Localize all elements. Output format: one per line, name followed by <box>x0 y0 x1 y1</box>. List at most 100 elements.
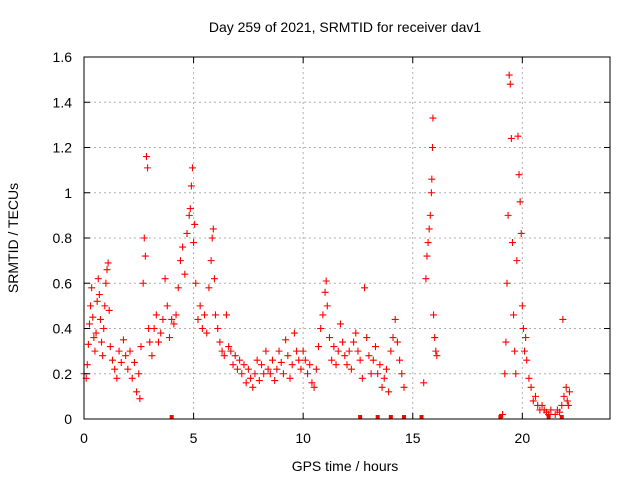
x-tick-label: 5 <box>190 430 198 446</box>
data-point <box>334 347 342 355</box>
zero-marker <box>419 415 424 419</box>
data-point <box>352 329 360 337</box>
data-point <box>170 320 178 328</box>
data-point <box>174 284 182 292</box>
data-point <box>356 356 364 364</box>
data-point <box>122 352 130 360</box>
data-point <box>106 343 114 351</box>
data-point <box>88 284 96 292</box>
data-point <box>304 370 312 378</box>
data-points <box>80 71 573 419</box>
data-point <box>511 347 519 355</box>
data-point <box>428 175 436 183</box>
data-point <box>152 311 160 319</box>
data-point <box>321 288 329 296</box>
data-point <box>288 361 296 369</box>
data-point <box>159 315 167 323</box>
data-point <box>387 347 395 355</box>
data-point <box>266 370 274 378</box>
data-point <box>198 325 206 332</box>
data-point <box>501 370 509 378</box>
data-point <box>354 347 362 355</box>
data-point <box>186 205 194 213</box>
data-point <box>322 277 330 285</box>
data-point <box>551 410 559 418</box>
data-point <box>240 361 248 369</box>
y-tick-label: 0.8 <box>53 230 73 246</box>
data-point <box>523 356 531 364</box>
data-point <box>136 395 144 403</box>
data-point <box>253 356 261 364</box>
data-point <box>85 320 93 328</box>
data-point <box>330 343 338 351</box>
y-tick-label: 0 <box>64 411 72 427</box>
data-point <box>165 334 173 342</box>
zero-marker <box>388 415 393 419</box>
data-point <box>220 352 228 360</box>
data-point <box>108 356 116 364</box>
data-point <box>560 392 568 400</box>
data-point <box>423 252 431 260</box>
data-point <box>516 198 524 206</box>
zero-marker <box>358 415 363 419</box>
data-point <box>262 347 270 355</box>
data-point <box>430 311 438 319</box>
data-point <box>336 320 344 328</box>
data-point <box>102 279 110 287</box>
data-point <box>319 311 327 319</box>
y-tick-labels: 0 0.2 0.4 0.6 0.8 1 1.2 1.4 1.6 <box>53 49 73 427</box>
data-point <box>558 401 566 409</box>
data-point <box>203 329 211 337</box>
data-point <box>429 114 437 122</box>
data-point <box>521 347 529 355</box>
data-point <box>216 338 224 346</box>
data-point <box>190 239 198 247</box>
zero-marker <box>559 415 564 419</box>
x-tick-label: 15 <box>405 430 421 446</box>
data-point <box>380 374 388 382</box>
data-point <box>244 365 252 373</box>
data-point <box>225 343 233 351</box>
data-point <box>361 284 369 292</box>
data-point <box>157 329 165 337</box>
data-point <box>505 71 513 79</box>
data-point <box>179 243 187 251</box>
data-point <box>422 275 430 283</box>
data-point <box>301 356 309 364</box>
data-point <box>547 406 555 414</box>
x-tick-label: 0 <box>80 430 88 446</box>
y-tick-label: 0.6 <box>53 275 73 291</box>
y-tick-label: 1 <box>64 185 72 201</box>
data-point <box>115 347 123 355</box>
data-point <box>185 211 193 219</box>
data-point <box>519 325 527 332</box>
data-point <box>83 361 91 369</box>
data-point <box>260 370 268 378</box>
x-tick-label: 20 <box>515 430 531 446</box>
zero-marker <box>498 415 503 419</box>
y-tick-label: 1.4 <box>53 94 73 110</box>
data-point <box>433 352 441 360</box>
data-point <box>563 397 571 405</box>
data-point <box>233 365 241 373</box>
data-point <box>332 361 340 369</box>
data-point <box>295 356 303 364</box>
data-point <box>325 334 333 342</box>
data-point <box>510 311 518 319</box>
data-point <box>400 383 408 391</box>
data-point <box>90 334 98 342</box>
data-point <box>382 365 390 373</box>
data-point <box>133 388 141 396</box>
data-point <box>432 347 440 355</box>
data-point <box>192 279 200 287</box>
data-point <box>428 144 436 151</box>
data-point <box>317 325 325 332</box>
data-point <box>105 306 113 314</box>
data-point <box>98 338 106 346</box>
data-point <box>506 80 514 88</box>
data-point <box>268 356 276 364</box>
data-point <box>343 361 351 369</box>
data-point <box>96 315 104 323</box>
data-point <box>393 338 401 346</box>
